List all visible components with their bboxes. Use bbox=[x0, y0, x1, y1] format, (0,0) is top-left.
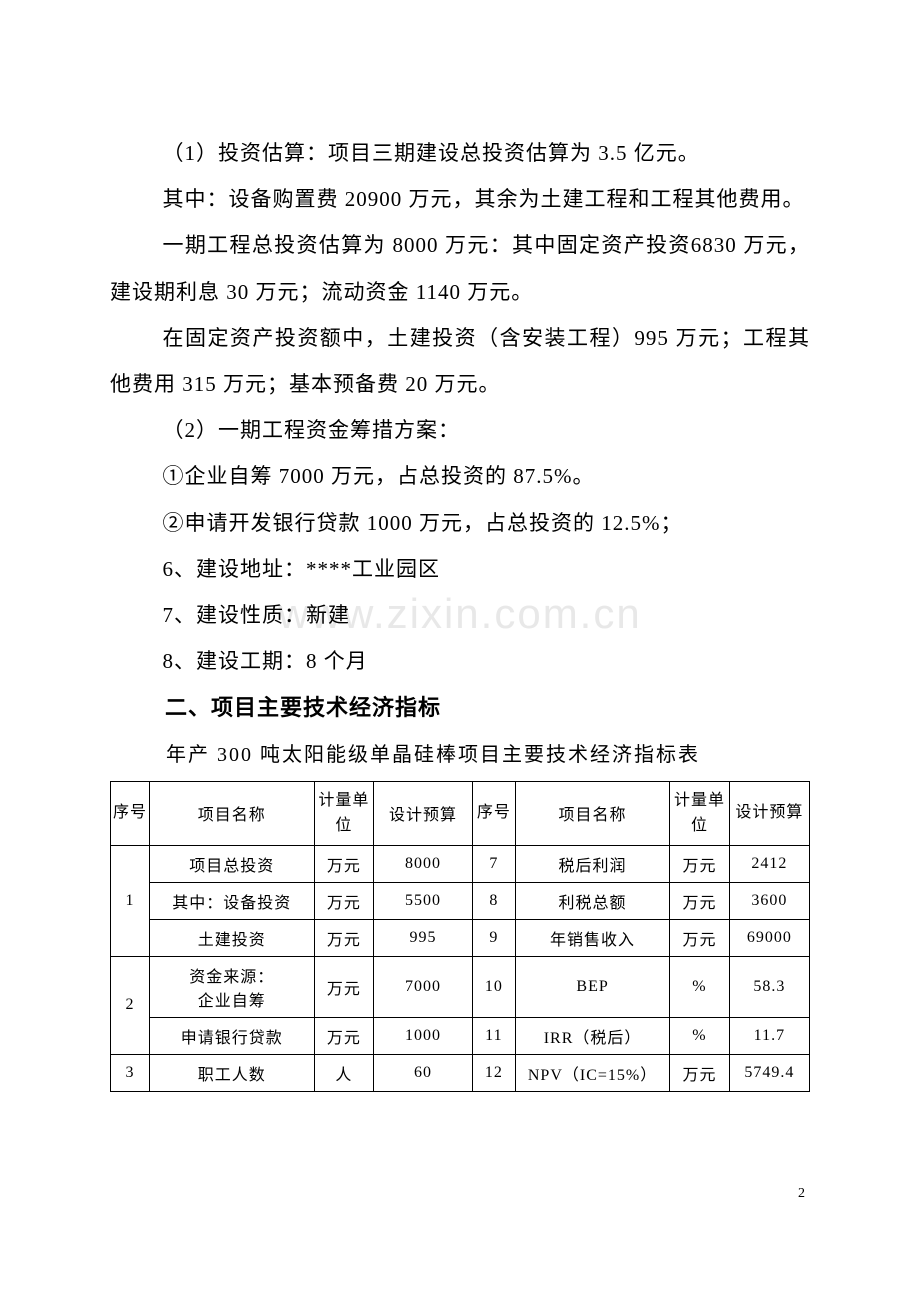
paragraph-3: 一期工程总投资估算为 8000 万元：其中固定资产投资6830 万元，建设期利息… bbox=[110, 222, 810, 314]
header-val2: 设计预算 bbox=[729, 781, 809, 845]
cell-val2: 5749.4 bbox=[729, 1054, 809, 1091]
cell-seq2: 10 bbox=[472, 956, 515, 1017]
header-unit2: 计量单位 bbox=[670, 781, 730, 845]
header-seq2: 序号 bbox=[472, 781, 515, 845]
cell-val: 995 bbox=[374, 919, 473, 956]
page-number: 2 bbox=[798, 1186, 805, 1202]
header-val: 设计预算 bbox=[374, 781, 473, 845]
paragraph-5: （2）一期工程资金筹措方案： bbox=[110, 407, 810, 453]
table-header-row: 序号 项目名称 计量单位 设计预算 序号 项目名称 计量单位 设计预算 bbox=[111, 781, 810, 845]
paragraph-8: 6、建设地址：****工业园区 bbox=[110, 546, 810, 592]
cell-seq2: 11 bbox=[472, 1017, 515, 1054]
cell-seq2: 9 bbox=[472, 919, 515, 956]
cell-name: 其中：设备投资 bbox=[150, 882, 314, 919]
cell-seq2: 8 bbox=[472, 882, 515, 919]
cell-name2: IRR（税后） bbox=[515, 1017, 669, 1054]
cell-unit2: 万元 bbox=[670, 1054, 730, 1091]
cell-val2: 58.3 bbox=[729, 956, 809, 1017]
section-title: 二、项目主要技术经济指标 bbox=[110, 684, 810, 732]
cell-name2: 年销售收入 bbox=[515, 919, 669, 956]
paragraph-2: 其中：设备购置费 20900 万元，其余为土建工程和工程其他费用。 bbox=[110, 176, 810, 222]
cell-seq2: 7 bbox=[472, 845, 515, 882]
paragraph-9: 7、建设性质：新建 bbox=[110, 592, 810, 638]
header-name: 项目名称 bbox=[150, 781, 314, 845]
cell-val: 60 bbox=[374, 1054, 473, 1091]
cell-unit2: 万元 bbox=[670, 919, 730, 956]
paragraph-10: 8、建设工期：8 个月 bbox=[110, 638, 810, 684]
cell-name: 土建投资 bbox=[150, 919, 314, 956]
table-row: 申请银行贷款 万元 1000 11 IRR（税后） % 11.7 bbox=[111, 1017, 810, 1054]
cell-name: 职工人数 bbox=[150, 1054, 314, 1091]
cell-unit2: 万元 bbox=[670, 845, 730, 882]
cell-name2: 税后利润 bbox=[515, 845, 669, 882]
cell-unit: 万元 bbox=[314, 845, 374, 882]
cell-name2: NPV（IC=15%） bbox=[515, 1054, 669, 1091]
cell-unit: 万元 bbox=[314, 1017, 374, 1054]
cell-unit: 万元 bbox=[314, 956, 374, 1017]
cell-val: 1000 bbox=[374, 1017, 473, 1054]
table-caption: 年产 300 吨太阳能级单晶硅棒项目主要技术经济指标表 bbox=[110, 733, 810, 777]
header-unit: 计量单位 bbox=[314, 781, 374, 845]
cell-val2: 3600 bbox=[729, 882, 809, 919]
paragraph-7: ②申请开发银行贷款 1000 万元，占总投资的 12.5%； bbox=[110, 500, 810, 546]
cell-unit2: % bbox=[670, 956, 730, 1017]
document-page: （1）投资估算：项目三期建设总投资估算为 3.5 亿元。 其中：设备购置费 20… bbox=[0, 0, 920, 1152]
cell-val2: 11.7 bbox=[729, 1017, 809, 1054]
cell-seq: 2 bbox=[111, 956, 150, 1054]
table-row: 3 职工人数 人 60 12 NPV（IC=15%） 万元 5749.4 bbox=[111, 1054, 810, 1091]
cell-unit: 万元 bbox=[314, 882, 374, 919]
cell-name: 项目总投资 bbox=[150, 845, 314, 882]
cell-val: 8000 bbox=[374, 845, 473, 882]
cell-name2: 利税总额 bbox=[515, 882, 669, 919]
cell-name: 资金来源： 企业自筹 bbox=[150, 956, 314, 1017]
cell-unit: 万元 bbox=[314, 919, 374, 956]
cell-seq: 1 bbox=[111, 845, 150, 956]
cell-val: 7000 bbox=[374, 956, 473, 1017]
cell-unit: 人 bbox=[314, 1054, 374, 1091]
cell-val2: 69000 bbox=[729, 919, 809, 956]
table-row: 1 项目总投资 万元 8000 7 税后利润 万元 2412 bbox=[111, 845, 810, 882]
cell-name: 申请银行贷款 bbox=[150, 1017, 314, 1054]
cell-val2: 2412 bbox=[729, 845, 809, 882]
cell-name2: BEP bbox=[515, 956, 669, 1017]
header-seq: 序号 bbox=[111, 781, 150, 845]
table-row: 其中：设备投资 万元 5500 8 利税总额 万元 3600 bbox=[111, 882, 810, 919]
header-name2: 项目名称 bbox=[515, 781, 669, 845]
table-row: 土建投资 万元 995 9 年销售收入 万元 69000 bbox=[111, 919, 810, 956]
economic-indicators-table: 序号 项目名称 计量单位 设计预算 序号 项目名称 计量单位 设计预算 1 项目… bbox=[110, 781, 810, 1092]
cell-seq: 3 bbox=[111, 1054, 150, 1091]
table-row: 2 资金来源：企业自筹 万元 7000 10 BEP % 58.3 bbox=[111, 956, 810, 1017]
cell-val: 5500 bbox=[374, 882, 473, 919]
cell-unit2: 万元 bbox=[670, 882, 730, 919]
cell-text: 资金来源： bbox=[189, 969, 274, 986]
cell-text: 企业自筹 bbox=[198, 993, 266, 1010]
cell-seq2: 12 bbox=[472, 1054, 515, 1091]
cell-unit2: % bbox=[670, 1017, 730, 1054]
paragraph-4: 在固定资产投资额中，土建投资（含安装工程）995 万元；工程其他费用 315 万… bbox=[110, 315, 810, 407]
paragraph-1: （1）投资估算：项目三期建设总投资估算为 3.5 亿元。 bbox=[110, 130, 810, 176]
paragraph-6: ①企业自筹 7000 万元，占总投资的 87.5%。 bbox=[110, 453, 810, 499]
